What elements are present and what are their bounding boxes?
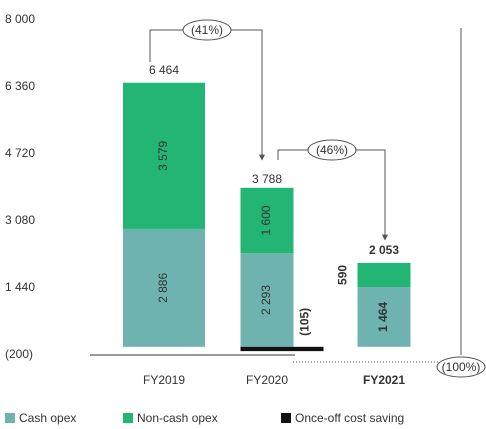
- bar-segment: [240, 253, 294, 347]
- value-label: 3 579: [156, 140, 170, 170]
- value-label: 590: [336, 265, 350, 285]
- x-tick-label: FY2019: [143, 373, 185, 387]
- y-tick-label: 8 000: [5, 12, 35, 26]
- bar-segment: [357, 262, 411, 288]
- annotation: (100%): [442, 360, 481, 374]
- arrow: [277, 149, 388, 241]
- bar-segment: [357, 287, 411, 347]
- y-tick-label: (200): [5, 347, 33, 361]
- y-tick-label: 6 360: [5, 79, 35, 93]
- legend-label: Non-cash opex: [137, 411, 218, 425]
- legend-label: Once-off cost saving: [295, 411, 404, 425]
- x-tick-label: FY2020: [246, 373, 288, 387]
- bar-segment: [240, 187, 294, 254]
- legend-label: Cash opex: [19, 411, 76, 425]
- annotation: (46%): [316, 143, 348, 157]
- total-label: 2 053: [369, 243, 399, 257]
- value-label: (105): [298, 308, 312, 336]
- value-label: 2 886: [156, 273, 170, 303]
- annotation: (41%): [191, 23, 223, 37]
- y-tick-label: 4 720: [5, 146, 35, 160]
- annotation-bubble: [182, 19, 232, 41]
- bar-segment: [240, 346, 324, 352]
- y-tick-label: 3 080: [5, 213, 35, 227]
- value-label: 1 600: [259, 205, 273, 235]
- value-label: 2 293: [259, 285, 273, 315]
- legend-swatch: [5, 413, 15, 423]
- y-tick-label: 1 440: [5, 280, 35, 294]
- x-tick-label: FY2021: [363, 373, 405, 387]
- value-label: 1 464: [376, 302, 390, 332]
- annotation-bubble: [307, 139, 357, 161]
- legend-swatch: [281, 413, 291, 423]
- annotation-bubble: [436, 356, 486, 378]
- total-label: 3 788: [252, 172, 282, 186]
- legend-swatch: [123, 413, 133, 423]
- bar-segment: [123, 82, 205, 229]
- bar-segment: [123, 228, 205, 347]
- total-label: 6 464: [149, 63, 179, 77]
